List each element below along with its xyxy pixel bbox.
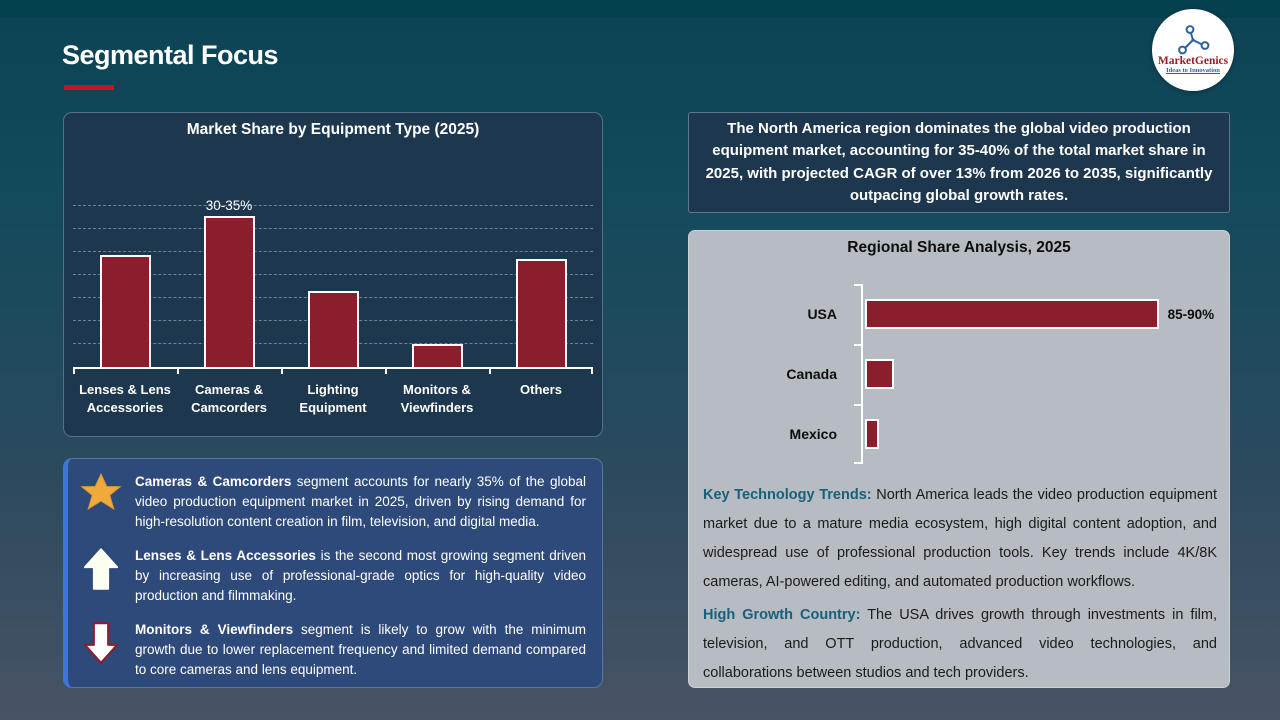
bar-usa [865, 299, 1159, 329]
bar-column [73, 149, 177, 367]
insight-body: segment accounts for nearly 35% of the g… [135, 474, 586, 529]
gridline [73, 228, 593, 229]
logo-name: MarketGenics [1157, 54, 1229, 67]
paragraph-lead: Key Technology Trends: [703, 487, 872, 503]
star-icon [80, 472, 122, 532]
bar-row: 85-90% [865, 299, 1214, 329]
x-axis-label: Lenses & Lens Accessories [79, 382, 171, 416]
high-growth-country-paragraph: High Growth Country: The USA drives grow… [703, 601, 1217, 688]
insight-lead: Monitors & Viewfinders [135, 621, 294, 637]
y-axis-tick [854, 462, 863, 464]
molecule-icon [1178, 24, 1210, 55]
logo-tagline: Ideas to Innovation [1166, 67, 1220, 75]
y-axis-tick [854, 404, 863, 406]
x-axis-label: Lighting Equipment [299, 382, 367, 416]
regional-share-panel: Regional Share Analysis, 2025 USA Canada M… [688, 230, 1230, 688]
y-axis-tick [854, 284, 863, 286]
x-axis-label: Others [520, 382, 562, 397]
regional-panel-text: Key Technology Trends: North America lea… [703, 481, 1217, 692]
bar-row [865, 359, 894, 389]
paragraph-body: North America leads the video production… [703, 487, 1217, 590]
x-axis-tick [385, 367, 387, 374]
chart-title: Market Share by Equipment Type (2025) [186, 121, 480, 138]
insight-lead: Lenses & Lens Accessories [135, 547, 316, 563]
x-axis-label: Cameras & Camcorders [191, 382, 267, 416]
x-axis-tick [489, 367, 491, 374]
highlight-text: The North America region dominates the g… [705, 119, 1213, 205]
y-axis-label: Mexico [789, 426, 837, 442]
bar-cameras-&-camcorders [203, 215, 255, 367]
paragraph-lead: High Growth Country: [703, 607, 861, 623]
down-arrow-icon [80, 620, 122, 680]
y-axis-label: USA [807, 306, 837, 322]
bar-data-label: 30-35% [205, 197, 253, 213]
insight-text: Cameras & Camcorders segment accounts fo… [135, 472, 586, 532]
bar-chart-plot: 30-35% [73, 149, 593, 374]
x-axis-label: Monitors & Viewfinders [400, 382, 474, 416]
bar-mexico [865, 419, 879, 449]
page-title: Segmental Focus [62, 40, 279, 70]
title-underline [64, 85, 114, 90]
key-technology-trends-paragraph: Key Technology Trends: North America lea… [703, 481, 1217, 597]
insight-body: is the second most growing segment drive… [135, 547, 586, 603]
y-axis-label: Canada [786, 366, 837, 382]
market-share-chart-panel: Market Share by Equipment Type (2025) 30… [63, 112, 603, 437]
bar-column [281, 149, 385, 367]
bar-data-label: 85-90% [1167, 306, 1215, 322]
up-arrow-icon [80, 546, 122, 606]
x-axis-tick [281, 367, 283, 374]
x-axis-tick [177, 367, 179, 374]
gridline [73, 205, 593, 206]
insight-text: Monitors & Viewfinders segment is likely… [135, 620, 586, 680]
bar-others [515, 259, 567, 367]
regional-bar-chart: 85-90% [854, 284, 1214, 464]
company-logo: MarketGenics Ideas to Innovation [1152, 9, 1234, 91]
bar-lighting-equipment [307, 291, 359, 367]
segment-insights-box: Cameras & Camcorders segment accounts fo… [63, 458, 603, 688]
bar-row [865, 419, 879, 449]
x-axis-tick [73, 367, 75, 374]
insight-text: Lenses & Lens Accessories is the second … [135, 546, 586, 606]
gridline [73, 274, 593, 275]
north-america-highlight-box: The North America region dominates the g… [688, 112, 1230, 213]
insight-row-lenses: Lenses & Lens Accessories is the second … [80, 546, 586, 606]
bar-lenses-&-lens-accessories [99, 254, 151, 367]
y-axis-tick [854, 344, 863, 346]
bar-column: 30-35% [177, 149, 281, 367]
insight-row-monitors: Monitors & Viewfinders segment is likely… [80, 620, 586, 680]
insight-row-cameras: Cameras & Camcorders segment accounts fo… [80, 472, 586, 532]
insight-lead: Cameras & Camcorders [135, 474, 292, 489]
bar-monitors-&-viewfinders [411, 344, 463, 367]
bar-column [489, 149, 593, 367]
top-accent-strip [0, 0, 1280, 18]
gridline [73, 251, 593, 252]
x-axis-tick [591, 367, 593, 374]
paragraph-body: The USA drives growth through investment… [703, 607, 1217, 681]
bar-chart-category-labels: Lenses & Lens Accessories Cameras & Camco… [73, 381, 593, 417]
bar-canada [865, 359, 894, 389]
insight-body: segment is likely to grow with the minim… [135, 621, 586, 677]
bar-column [385, 149, 489, 367]
regional-chart-category-labels: USA Canada Mexico [689, 284, 849, 464]
regional-chart-title: Regional Share Analysis, 2025 [847, 239, 1071, 256]
